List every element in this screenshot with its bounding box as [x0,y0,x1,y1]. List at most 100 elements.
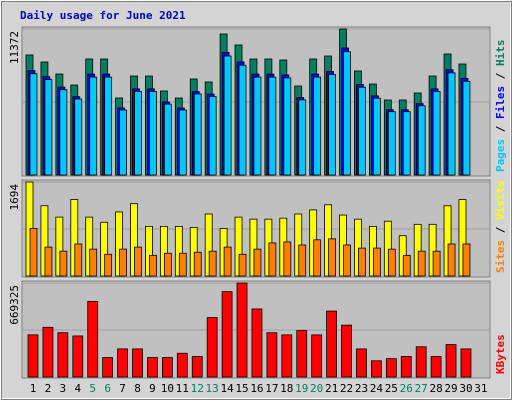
bar [27,334,39,378]
bar [402,254,411,277]
bar [102,357,114,378]
x-tick-label: 1 [30,382,37,395]
bar [251,308,263,378]
bar [115,211,123,277]
bar [89,76,98,176]
bar [208,250,217,277]
x-tick-label: 23 [355,382,368,395]
bar [44,246,53,277]
x-tick-label: 24 [370,382,384,395]
x-tick-label: 7 [119,382,126,395]
bar [238,64,247,176]
x-tick-label: 5 [89,382,96,395]
bar [176,352,188,378]
bar [462,80,471,176]
bar [341,324,352,378]
x-tick-label: 19 [295,382,308,395]
bar [296,330,308,378]
bar [370,360,382,378]
bar [372,247,381,277]
legend-separator: / [494,119,507,139]
bar [236,282,248,378]
legend-entry: Files [494,86,507,119]
bar [74,243,83,277]
bar [447,243,456,277]
x-tick-label: 9 [149,382,156,395]
bar [298,99,307,176]
bar [283,77,292,176]
bar [253,76,262,176]
legend-entry: KBytes [494,334,507,374]
bar [417,105,426,176]
x-tick-label: 2 [45,382,52,395]
x-tick-label: 25 [385,382,398,395]
bar [447,72,456,176]
bar [443,205,452,277]
bar [266,332,278,378]
bar [85,216,94,277]
x-tick-label: 11 [176,382,189,395]
bar [313,239,322,277]
x-tick-label: 31 [474,382,487,395]
bar [356,348,367,378]
x-tick-label: 8 [134,382,141,395]
bar [253,248,262,277]
x-tick-label: 26 [400,382,413,395]
x-tick-label: 6 [104,382,111,395]
bar [283,241,292,277]
legend: KBytes [494,334,507,374]
x-tick-label: 4 [74,382,81,395]
x-tick-label: 15 [235,382,248,395]
bar [358,247,366,277]
bar [238,253,247,277]
bar [134,246,142,277]
bar [178,252,187,277]
bar [193,251,202,277]
x-tick-label: 28 [429,382,442,395]
bar [383,220,392,277]
bar [149,254,157,277]
bar [268,76,277,176]
bar [385,358,397,378]
bar [193,93,202,176]
bar [130,203,138,277]
bar [132,348,143,378]
bar [343,244,351,277]
x-tick-label: 30 [459,382,472,395]
bar [298,244,307,277]
bar [42,326,54,378]
x-tick-label: 13 [206,382,219,395]
legend: Pages / Files / Hits [494,40,507,173]
x-tick-label: 12 [191,382,204,395]
bar [147,357,158,378]
bar [119,109,127,176]
bar [358,86,366,176]
bar [74,98,83,176]
bar [191,356,203,378]
x-tick-label: 27 [415,382,428,395]
legend-separator: / [494,66,507,86]
x-tick-label: 3 [60,382,67,395]
bar [328,74,337,176]
x-tick-label: 16 [250,382,263,395]
bar [29,228,38,277]
x-tick-label: 20 [310,382,323,395]
bar [161,357,173,378]
bar [72,335,84,378]
bar [432,91,441,176]
bar [29,73,38,176]
bar [223,55,232,176]
bar [354,218,362,277]
bar [460,348,472,378]
bar [328,238,337,277]
x-tick-label: 10 [161,382,174,395]
bar [163,103,172,176]
bar [119,248,127,277]
bar [189,227,198,277]
bar [206,317,218,378]
bar [59,250,68,277]
bar [372,97,381,176]
bar [59,89,68,176]
legend: Sites / Visits [494,180,507,273]
